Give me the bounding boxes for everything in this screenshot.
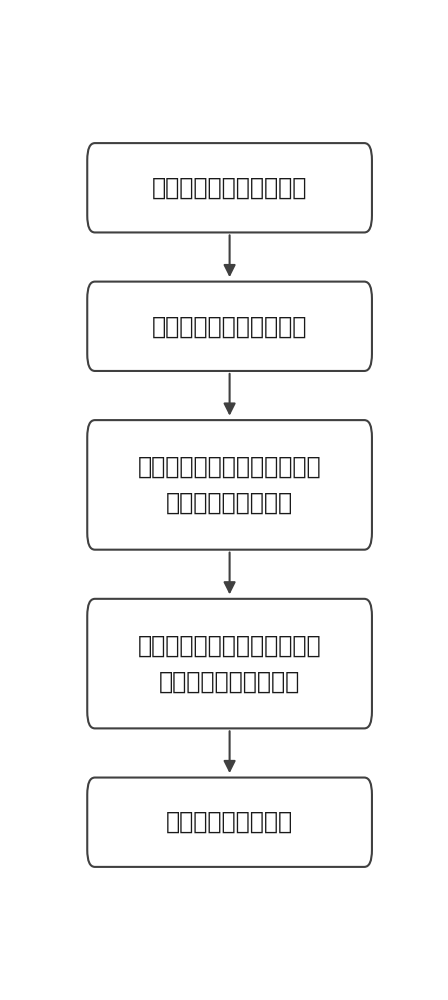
FancyBboxPatch shape	[87, 143, 372, 232]
FancyBboxPatch shape	[87, 282, 372, 371]
FancyBboxPatch shape	[87, 420, 372, 550]
FancyBboxPatch shape	[87, 599, 372, 728]
Text: 多个方向上分别采集第一荧光
信号及第二荧光信号: 多个方向上分别采集第一荧光 信号及第二荧光信号	[138, 455, 321, 515]
Text: 计算各子单元的温度: 计算各子单元的温度	[166, 810, 293, 834]
FancyBboxPatch shape	[87, 778, 372, 867]
Text: 向平面发射双波长的荧光: 向平面发射双波长的荧光	[152, 314, 307, 338]
Text: 计算平面各子单元的两个波长
各自对应的荧光光子数: 计算平面各子单元的两个波长 各自对应的荧光光子数	[138, 634, 321, 693]
Text: 将平面划分为若干子单元: 将平面划分为若干子单元	[152, 176, 307, 200]
